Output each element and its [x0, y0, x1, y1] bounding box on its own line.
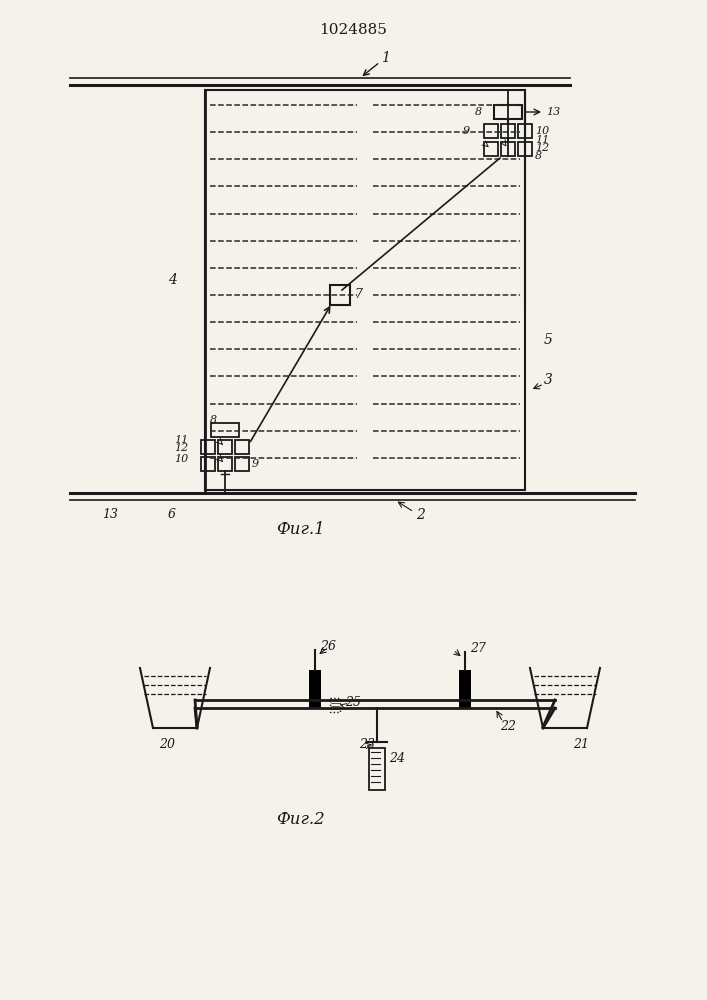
Text: 21: 21: [573, 738, 589, 750]
Text: 27: 27: [470, 642, 486, 654]
Text: 12: 12: [174, 443, 188, 453]
Text: 8: 8: [474, 107, 481, 117]
Text: 1: 1: [380, 51, 390, 65]
Bar: [501, 142, 515, 156]
Bar: [201, 440, 215, 454]
Text: 8: 8: [535, 151, 542, 161]
Bar: [205, 90, 525, 490]
Text: 11: 11: [535, 135, 549, 145]
Text: Фиг.1: Фиг.1: [276, 522, 325, 538]
Bar: [309, 670, 321, 708]
Text: Фиг.2: Фиг.2: [276, 812, 325, 828]
Bar: [459, 670, 471, 708]
Bar: [369, 748, 385, 790]
Text: 7: 7: [354, 288, 362, 302]
Text: 22: 22: [500, 720, 516, 732]
Bar: [211, 423, 239, 437]
Text: 9: 9: [252, 459, 259, 469]
Text: 13: 13: [102, 508, 118, 522]
Text: 24: 24: [389, 752, 405, 764]
Text: 13: 13: [546, 107, 560, 117]
Bar: [518, 124, 532, 138]
Bar: [218, 457, 232, 471]
Text: 5: 5: [544, 333, 552, 347]
Text: 26: 26: [320, 640, 336, 652]
Text: 11: 11: [174, 435, 188, 445]
Text: 23: 23: [359, 738, 375, 750]
Text: 1024885: 1024885: [319, 23, 387, 37]
Text: 2: 2: [416, 508, 424, 522]
Bar: [235, 440, 249, 454]
Text: 20: 20: [159, 738, 175, 750]
Text: 10: 10: [174, 454, 188, 464]
Text: 6: 6: [168, 508, 176, 522]
Bar: [218, 440, 232, 454]
Bar: [501, 124, 515, 138]
Bar: [330, 698, 340, 712]
Bar: [330, 285, 350, 305]
Bar: [201, 457, 215, 471]
Text: 12: 12: [535, 143, 549, 153]
Text: 9: 9: [462, 126, 469, 136]
Text: 10: 10: [535, 126, 549, 136]
Bar: [494, 105, 522, 119]
Bar: [484, 142, 498, 156]
Text: 3: 3: [544, 373, 552, 387]
Text: 8: 8: [209, 415, 216, 425]
Bar: [518, 142, 532, 156]
Bar: [235, 457, 249, 471]
Text: 25: 25: [345, 696, 361, 708]
Text: 4: 4: [168, 273, 177, 287]
Bar: [484, 124, 498, 138]
